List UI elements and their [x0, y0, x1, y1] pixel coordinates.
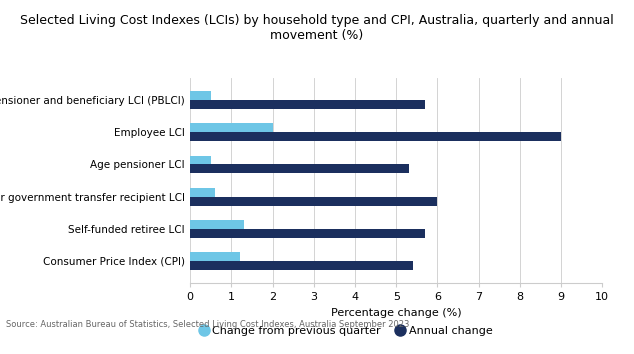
Bar — [190, 261, 413, 270]
Bar — [190, 124, 273, 132]
Legend: Change from previous quarter, Annual change: Change from previous quarter, Annual cha… — [201, 326, 493, 337]
Bar — [190, 100, 425, 109]
Bar — [190, 252, 240, 261]
Text: © Australian Bureau of Statistics: © Australian Bureau of Statistics — [6, 338, 213, 348]
Bar — [190, 229, 425, 238]
Bar — [190, 220, 243, 229]
Bar — [190, 165, 408, 173]
Bar — [190, 196, 437, 206]
Bar — [190, 91, 210, 100]
X-axis label: Percentage change (%): Percentage change (%) — [331, 308, 462, 318]
Text: Source: Australian Bureau of Statistics, Selected Living Cost Indexes, Australia: Source: Australian Bureau of Statistics,… — [6, 320, 410, 329]
Bar — [190, 155, 210, 165]
Text: Selected Living Cost Indexes (LCIs) by household type and CPI, Australia, quarte: Selected Living Cost Indexes (LCIs) by h… — [20, 14, 614, 42]
Bar — [190, 132, 561, 141]
Bar — [190, 188, 215, 196]
